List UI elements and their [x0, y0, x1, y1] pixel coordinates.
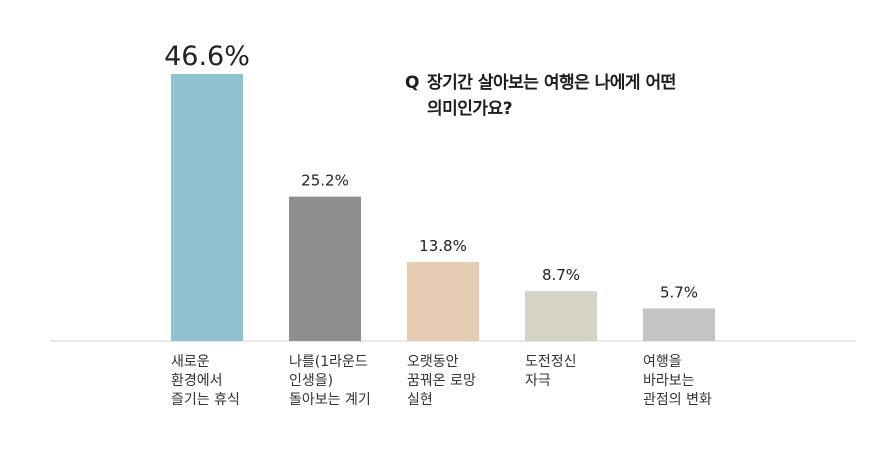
- survey-question: Q 장기간 살아보는 여행은 나에게 어떤 의미인가요?: [405, 70, 735, 122]
- bar-2: [289, 196, 361, 341]
- category-label-1-line-1: 새로운: [171, 354, 210, 370]
- category-label-2-line-1: 나를(1라운드: [289, 354, 368, 370]
- category-label-3-line-2: 꿈꿔온 로망: [407, 373, 476, 389]
- value-label-1: 46.6%: [164, 41, 250, 72]
- value-label-5: 5.7%: [660, 283, 698, 301]
- category-label-5-line-2: 바라보는: [643, 373, 695, 389]
- question-text-line-1: 장기간 살아보는 여행은 나에게 어떤: [427, 73, 676, 93]
- category-label-4-line-1: 도전정신: [525, 354, 577, 370]
- question-mark-label: Q: [405, 73, 419, 93]
- value-label-2: 25.2%: [301, 172, 349, 190]
- category-label-1-line-2: 환경에서: [171, 373, 223, 389]
- question-text-line-2: 의미인가요?: [427, 99, 513, 119]
- category-label-5-line-3: 관점의 변화: [643, 392, 712, 408]
- bar-1: [171, 74, 243, 341]
- bar-5: [643, 308, 715, 341]
- category-label-2-line-3: 돌아보는 계기: [289, 392, 371, 408]
- category-label-5-line-1: 여행을: [643, 354, 682, 370]
- category-label-3-line-1: 오랫동안: [407, 354, 459, 370]
- category-label-4-line-2: 자극: [525, 373, 551, 389]
- category-label-1-line-3: 즐기는 휴식: [171, 392, 240, 408]
- bar-3: [407, 261, 479, 341]
- bar-4: [525, 291, 597, 341]
- category-label-2-line-2: 인생을): [289, 373, 333, 389]
- value-label-3: 13.8%: [419, 237, 467, 255]
- value-label-4: 8.7%: [542, 266, 580, 284]
- category-label-3-line-3: 실현: [407, 392, 433, 408]
